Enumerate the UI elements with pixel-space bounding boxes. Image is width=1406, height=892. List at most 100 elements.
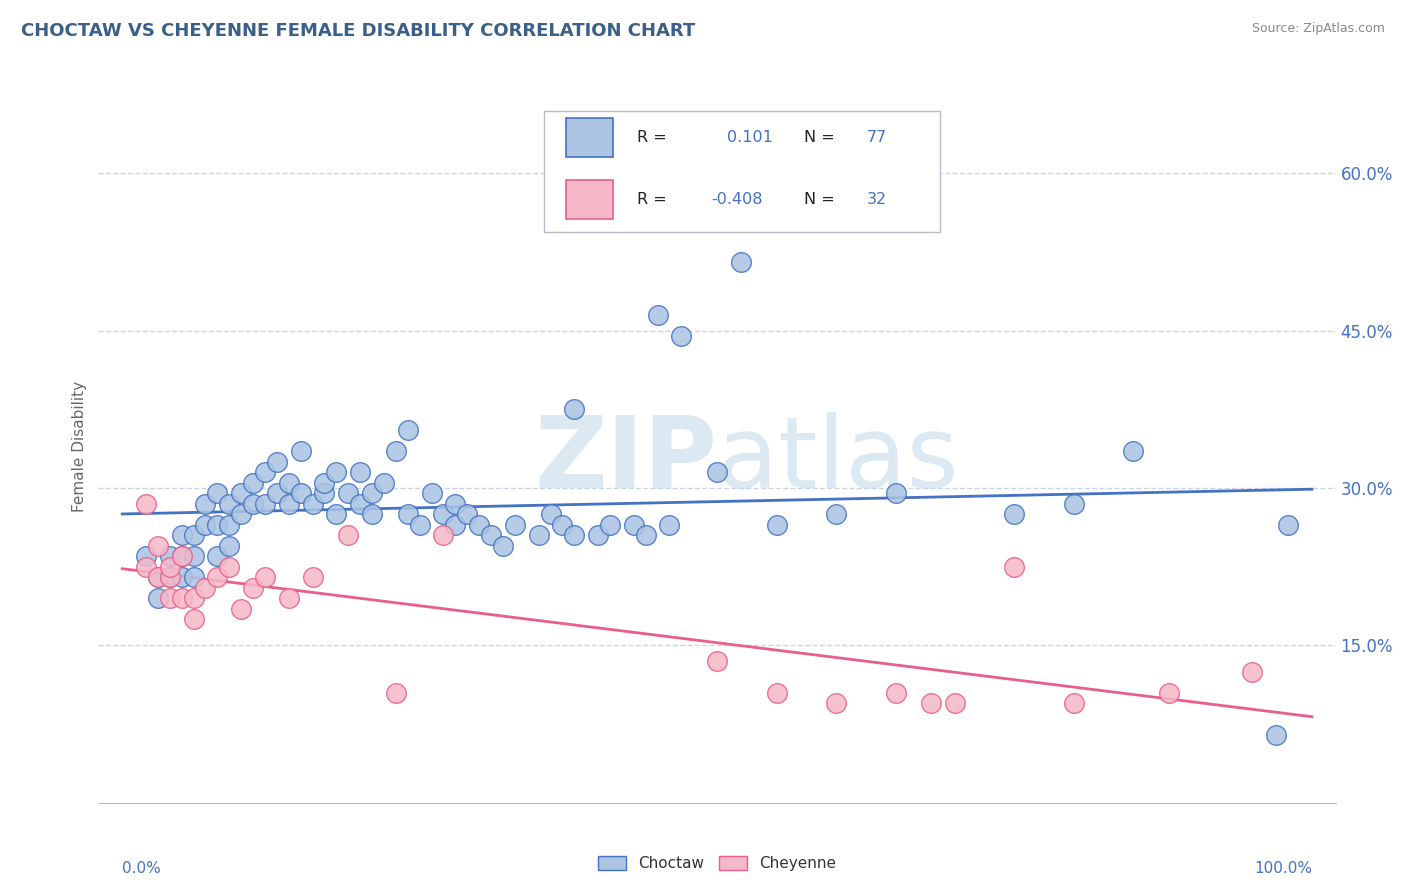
Point: [170, 591, 193, 606]
Point: [183, 612, 205, 626]
Point: [253, 465, 276, 479]
Point: [231, 601, 253, 615]
Point: [540, 507, 562, 521]
Text: 77: 77: [866, 130, 887, 145]
FancyBboxPatch shape: [567, 180, 613, 219]
FancyBboxPatch shape: [567, 118, 613, 157]
Text: Source: ZipAtlas.com: Source: ZipAtlas.com: [1251, 22, 1385, 36]
Point: [432, 528, 454, 542]
Point: [349, 497, 371, 511]
Point: [825, 507, 848, 521]
Point: [586, 528, 609, 542]
Text: atlas: atlas: [717, 412, 959, 508]
Point: [183, 528, 205, 542]
Point: [647, 308, 669, 322]
Point: [385, 685, 408, 699]
Point: [135, 497, 157, 511]
Point: [135, 549, 157, 564]
Point: [479, 528, 502, 542]
Point: [1159, 685, 1181, 699]
Text: 100.0%: 100.0%: [1254, 861, 1312, 876]
Point: [277, 497, 299, 511]
Point: [765, 685, 787, 699]
Point: [337, 528, 360, 542]
Point: [562, 528, 585, 542]
Point: [207, 570, 229, 584]
Legend: Choctaw, Cheyenne: Choctaw, Cheyenne: [592, 849, 842, 877]
Point: [159, 570, 181, 584]
Point: [444, 517, 467, 532]
Point: [290, 486, 312, 500]
Point: [385, 444, 408, 458]
Point: [943, 696, 966, 710]
Point: [730, 255, 752, 269]
Point: [825, 696, 848, 710]
Point: [159, 559, 181, 574]
Point: [301, 497, 323, 511]
Point: [671, 328, 693, 343]
Point: [706, 654, 728, 668]
Point: [183, 570, 205, 584]
Point: [492, 539, 515, 553]
Point: [920, 696, 942, 710]
Point: [468, 517, 491, 532]
Point: [456, 507, 478, 521]
Point: [337, 486, 360, 500]
Y-axis label: Female Disability: Female Disability: [72, 380, 87, 512]
Point: [135, 559, 157, 574]
Point: [146, 570, 169, 584]
FancyBboxPatch shape: [544, 111, 939, 232]
Point: [242, 497, 264, 511]
Point: [277, 475, 299, 490]
Point: [1277, 517, 1299, 532]
Point: [194, 497, 217, 511]
Point: [562, 402, 585, 417]
Point: [194, 581, 217, 595]
Point: [325, 465, 347, 479]
Point: [396, 423, 419, 437]
Point: [146, 539, 169, 553]
Point: [170, 549, 193, 564]
Point: [884, 685, 907, 699]
Point: [253, 570, 276, 584]
Point: [396, 507, 419, 521]
Point: [218, 539, 240, 553]
Point: [884, 486, 907, 500]
Point: [253, 497, 276, 511]
Point: [159, 570, 181, 584]
Point: [231, 486, 253, 500]
Point: [170, 528, 193, 542]
Point: [290, 444, 312, 458]
Point: [1241, 665, 1264, 679]
Point: [1004, 507, 1026, 521]
Text: R =: R =: [637, 130, 666, 145]
Point: [218, 559, 240, 574]
Point: [634, 528, 657, 542]
Point: [1063, 497, 1085, 511]
Point: [159, 591, 181, 606]
Point: [266, 486, 288, 500]
Point: [420, 486, 443, 500]
Point: [408, 517, 430, 532]
Point: [444, 497, 467, 511]
Point: [349, 465, 371, 479]
Point: [314, 486, 336, 500]
Text: -0.408: -0.408: [711, 193, 762, 207]
Point: [159, 549, 181, 564]
Point: [599, 517, 621, 532]
Text: 0.101: 0.101: [727, 130, 773, 145]
Point: [1265, 728, 1288, 742]
Point: [242, 475, 264, 490]
Text: CHOCTAW VS CHEYENNE FEMALE DISABILITY CORRELATION CHART: CHOCTAW VS CHEYENNE FEMALE DISABILITY CO…: [21, 22, 696, 40]
Point: [207, 517, 229, 532]
Point: [314, 475, 336, 490]
Point: [207, 486, 229, 500]
Point: [432, 507, 454, 521]
Point: [361, 507, 384, 521]
Point: [194, 517, 217, 532]
Point: [1004, 559, 1026, 574]
Text: 32: 32: [866, 193, 887, 207]
Text: ZIP: ZIP: [534, 412, 717, 508]
Point: [361, 486, 384, 500]
Point: [183, 549, 205, 564]
